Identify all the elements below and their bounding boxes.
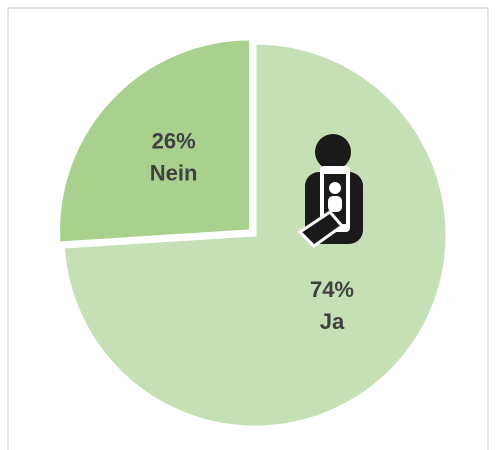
value-label: 26%: [152, 128, 196, 153]
person-phone-icon: [297, 134, 363, 248]
slices: [57, 37, 449, 429]
value-label: 74%: [310, 277, 354, 302]
category-label: Nein: [150, 160, 198, 185]
frame: [7, 7, 489, 450]
pie-slice: [61, 41, 449, 429]
category-label: Ja: [320, 309, 345, 334]
pie-slice: [57, 37, 253, 245]
